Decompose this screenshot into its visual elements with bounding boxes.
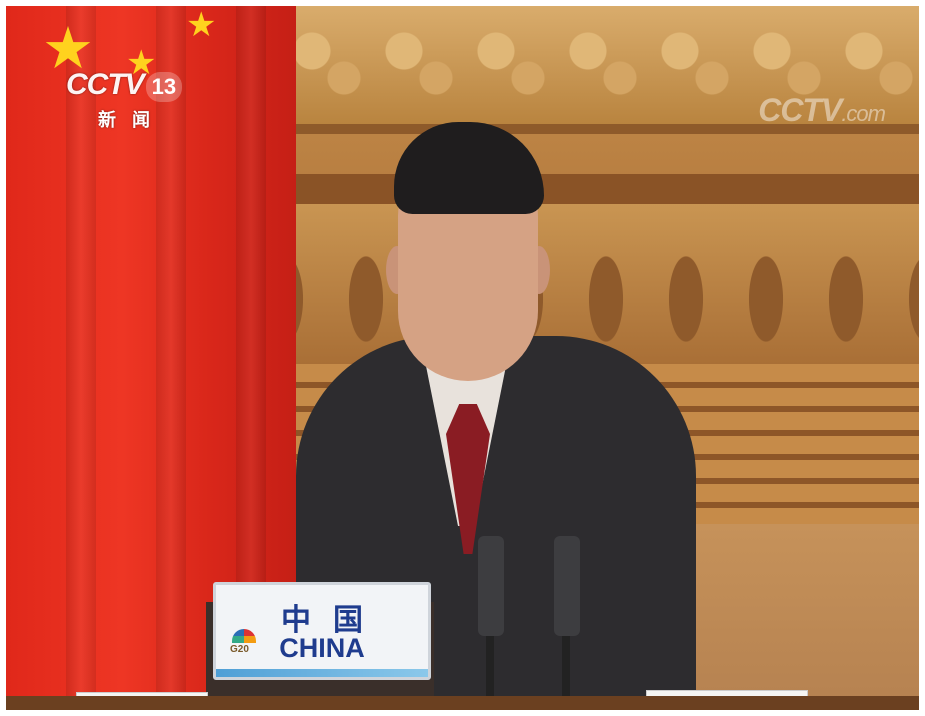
flag-small-star-icon: ★ xyxy=(186,6,217,44)
channel-subtitle: 新闻 xyxy=(98,110,166,130)
watermark-brand: CCTV xyxy=(758,92,842,128)
nameplate-chinese: 中国 xyxy=(281,604,385,637)
channel-number: 13 xyxy=(145,72,183,102)
cctv-watermark: CCTV.com xyxy=(758,92,886,129)
flag-large-star-icon: ★ xyxy=(42,16,94,81)
g20-label: G20 xyxy=(230,644,249,655)
nameplate-stripe xyxy=(216,669,428,677)
flag-small-star-icon: ★ xyxy=(126,44,157,82)
microphone xyxy=(554,536,580,636)
g20-logo: G20 xyxy=(230,629,260,655)
watermark-suffix: .com xyxy=(841,101,886,126)
channel-brand: CCTV xyxy=(66,68,145,101)
country-nameplate: 中国 CHINA G20 xyxy=(213,582,431,680)
video-frame: ★ ★ ★ 中国 CHINA G20 CCTV 13 新闻 CCTV.com xyxy=(6,6,919,710)
g20-emblem-icon xyxy=(232,629,256,643)
desk xyxy=(6,696,919,710)
nameplate-english: CHINA xyxy=(279,633,365,663)
channel-logo: CCTV 13 新闻 xyxy=(66,68,183,130)
hair xyxy=(394,122,544,214)
microphone xyxy=(478,536,504,636)
